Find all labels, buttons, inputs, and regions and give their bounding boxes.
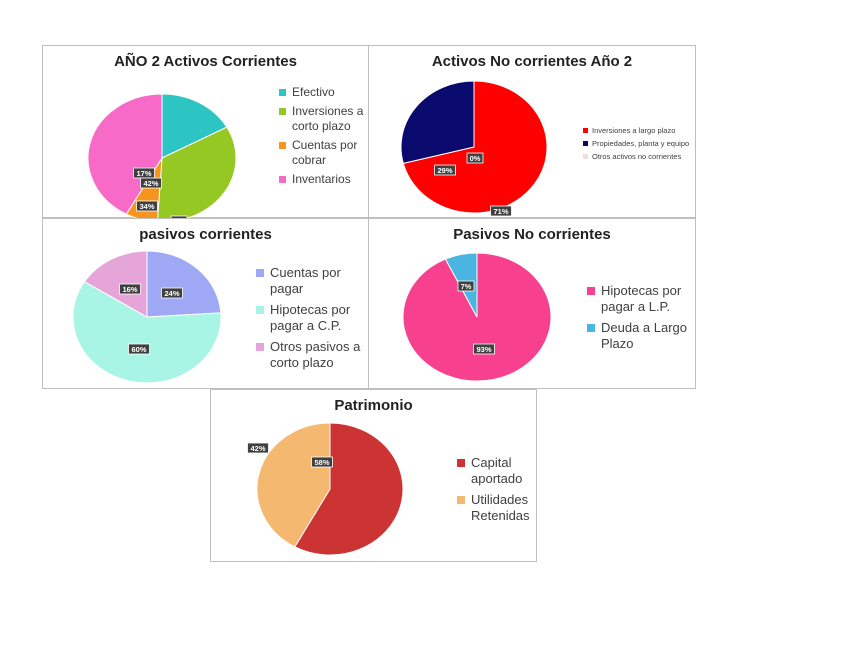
chart-panel-activos-corrientes: AÑO 2 Activos Corrientes 17%34%7%42% Efe… [42,45,369,227]
chart-panel-pasivos-no-corrientes: Pasivos No corrientes 93% 7% Hipotecas po… [368,218,696,389]
legend-swatch [279,89,286,96]
svg-text:60%: 60% [131,345,146,354]
legend-swatch [587,287,595,295]
svg-text:17%: 17% [136,169,151,178]
svg-text:7%: 7% [461,282,472,291]
pie-chart: 17%34%7%42% [87,93,237,227]
svg-text:93%: 93% [476,345,491,354]
legend-item-propiedades-planta-y-equipo: Propiedades, planta y equipo [583,139,695,149]
legend-swatch [457,496,465,504]
legend-swatch [457,459,465,467]
data-label-efectivo: 17% [133,167,155,179]
legend-swatch [587,324,595,332]
pie-slice-inversiones-a-largo-plazo [402,80,548,214]
svg-text:42%: 42% [143,179,158,188]
chart-title: AÑO 2 Activos Corrientes [114,53,297,70]
legend-label: Otros activos no corrientes [592,152,682,161]
data-label-hipotecas-por-pagar-a-l-p: 93% [473,343,495,355]
chart-title: Patrimonio [334,397,413,414]
data-label-inventarios: 42% [140,177,162,189]
legend-item-hipotecas-por-pagar-a-l-p: Hipotecas por pagar a L.P. [587,283,695,315]
legend-swatch [583,154,588,159]
svg-text:71%: 71% [493,207,508,216]
legend-label: Propiedades, planta y equipo [592,139,690,148]
legend-label: Capital aportado [471,455,523,486]
legend-swatch [583,128,588,133]
pie-chart: 71% 29% 0% [400,80,548,217]
data-label-hipotecas-por-pagar-a-c-p: 60% [128,343,150,355]
legend-label: Utilidades Retenidas [471,492,530,523]
svg-text:42%: 42% [250,444,265,453]
legend-item-inversiones-a-largo-plazo: Inversiones a largo plazo [583,126,695,136]
legend-swatch [256,306,264,314]
svg-text:58%: 58% [314,458,329,467]
legend-item-otros-activos-no-corrientes: Otros activos no corrientes [583,152,695,162]
data-label-otros-activos-no-corrientes: 0% [466,152,484,164]
pie-chart: 24% 60% 16% [72,250,222,384]
legend-item-utilidades-retenidas: Utilidades Retenidas [457,492,537,524]
pie-chart: 93% 7% [402,252,552,382]
svg-text:0%: 0% [470,154,481,163]
chart-panel-patrimonio: Patrimonio 58% 42% Capital aportado Utilid… [210,389,537,562]
legend-item-deuda-a-largo-plazo: Deuda a Largo Plazo [587,320,695,352]
legend-label: Inversiones a largo plazo [592,126,676,135]
legend-item-hipotecas-por-pagar-a-c-p: Hipotecas por pagar a C.P. [256,302,368,334]
legend-label: Hipotecas por pagar a L.P. [601,283,682,314]
svg-text:16%: 16% [122,285,137,294]
legend-label: Otros pasivos a corto plazo [270,339,361,370]
data-label-inversiones-a-largo-plazo: 71% [490,205,512,217]
data-label-deuda-a-largo-plazo: 7% [457,280,475,292]
legend-label: Hipotecas por pagar a C.P. [270,302,351,333]
legend-label: Deuda a Largo Plazo [601,320,688,351]
data-label-inversiones-a-corto-plazo: 34% [136,200,158,212]
legend-item-cuentas-por-cobrar: Cuentas por cobrar [279,138,369,168]
legend-swatch [256,343,264,351]
chart-panel-pasivos-corrientes: pasivos corrientes 24% 60% 16% Cuentas por… [42,218,369,389]
legend-swatch [256,269,264,277]
legend-swatch [279,176,286,183]
chart-legend: Capital aportado Utilidades Retenidas [457,455,537,529]
svg-text:29%: 29% [437,166,452,175]
legend-swatch [279,142,286,149]
data-label-propiedades-planta-y-equipo: 29% [434,164,456,176]
chart-title: Pasivos No corrientes [453,226,611,243]
chart-legend: Hipotecas por pagar a L.P. Deuda a Largo … [587,283,695,357]
legend-label: Cuentas por cobrar [292,138,358,167]
chart-title: pasivos corrientes [139,226,272,243]
chart-title: Activos No corrientes Año 2 [431,53,633,70]
legend-item-cuentas-por-pagar: Cuentas por pagar [256,265,368,297]
legend-item-inventarios: Inventarios [279,172,369,187]
pie-slice-efectivo [161,93,228,159]
legend-label: Efectivo [292,85,335,99]
pie-slice-cuentas-por-pagar [146,250,222,318]
data-label-utilidades-retenidas: 42% [247,442,269,454]
legend-swatch [279,108,286,115]
legend-label: Cuentas por pagar [270,265,341,296]
legend-item-capital-aportado: Capital aportado [457,455,537,487]
pie-chart: 58% 42% [247,422,404,556]
pie-slice-propiedades-planta-y-equipo [400,80,475,165]
chart-legend: Efectivo Inversiones a corto plazo Cuentas… [279,85,369,191]
chart-panel-activos-no-corrientes: Activos No corrientes Año 2 71% 29% 0% Inv… [368,45,696,218]
legend-item-otros-pasivos-a-corto-plazo: Otros pasivos a corto plazo [256,339,368,371]
pie-slice-otros-pasivos-a-corto-plazo [83,250,148,318]
data-label-otros-pasivos-a-corto-plazo: 16% [119,283,141,295]
chart-legend: Inversiones a largo plazo Propiedades, pl… [583,126,695,165]
svg-text:24%: 24% [164,289,179,298]
chart-legend: Cuentas por pagar Hipotecas por pagar a C… [256,265,368,376]
data-label-cuentas-por-pagar: 24% [161,287,183,299]
legend-item-efectivo: Efectivo [279,85,369,100]
pie-slice-utilidades-retenidas [256,422,331,548]
data-label-capital-aportado: 58% [311,456,333,468]
legend-label: Inversiones a corto plazo [292,104,364,133]
pie-slice-hipotecas-por-pagar-a-c-p [72,280,222,384]
legend-swatch [583,141,588,146]
legend-item-inversiones-a-corto-plazo: Inversiones a corto plazo [279,104,369,134]
legend-label: Inventarios [292,172,351,186]
pie-slice-capital-aportado [294,422,404,556]
svg-text:34%: 34% [139,202,154,211]
